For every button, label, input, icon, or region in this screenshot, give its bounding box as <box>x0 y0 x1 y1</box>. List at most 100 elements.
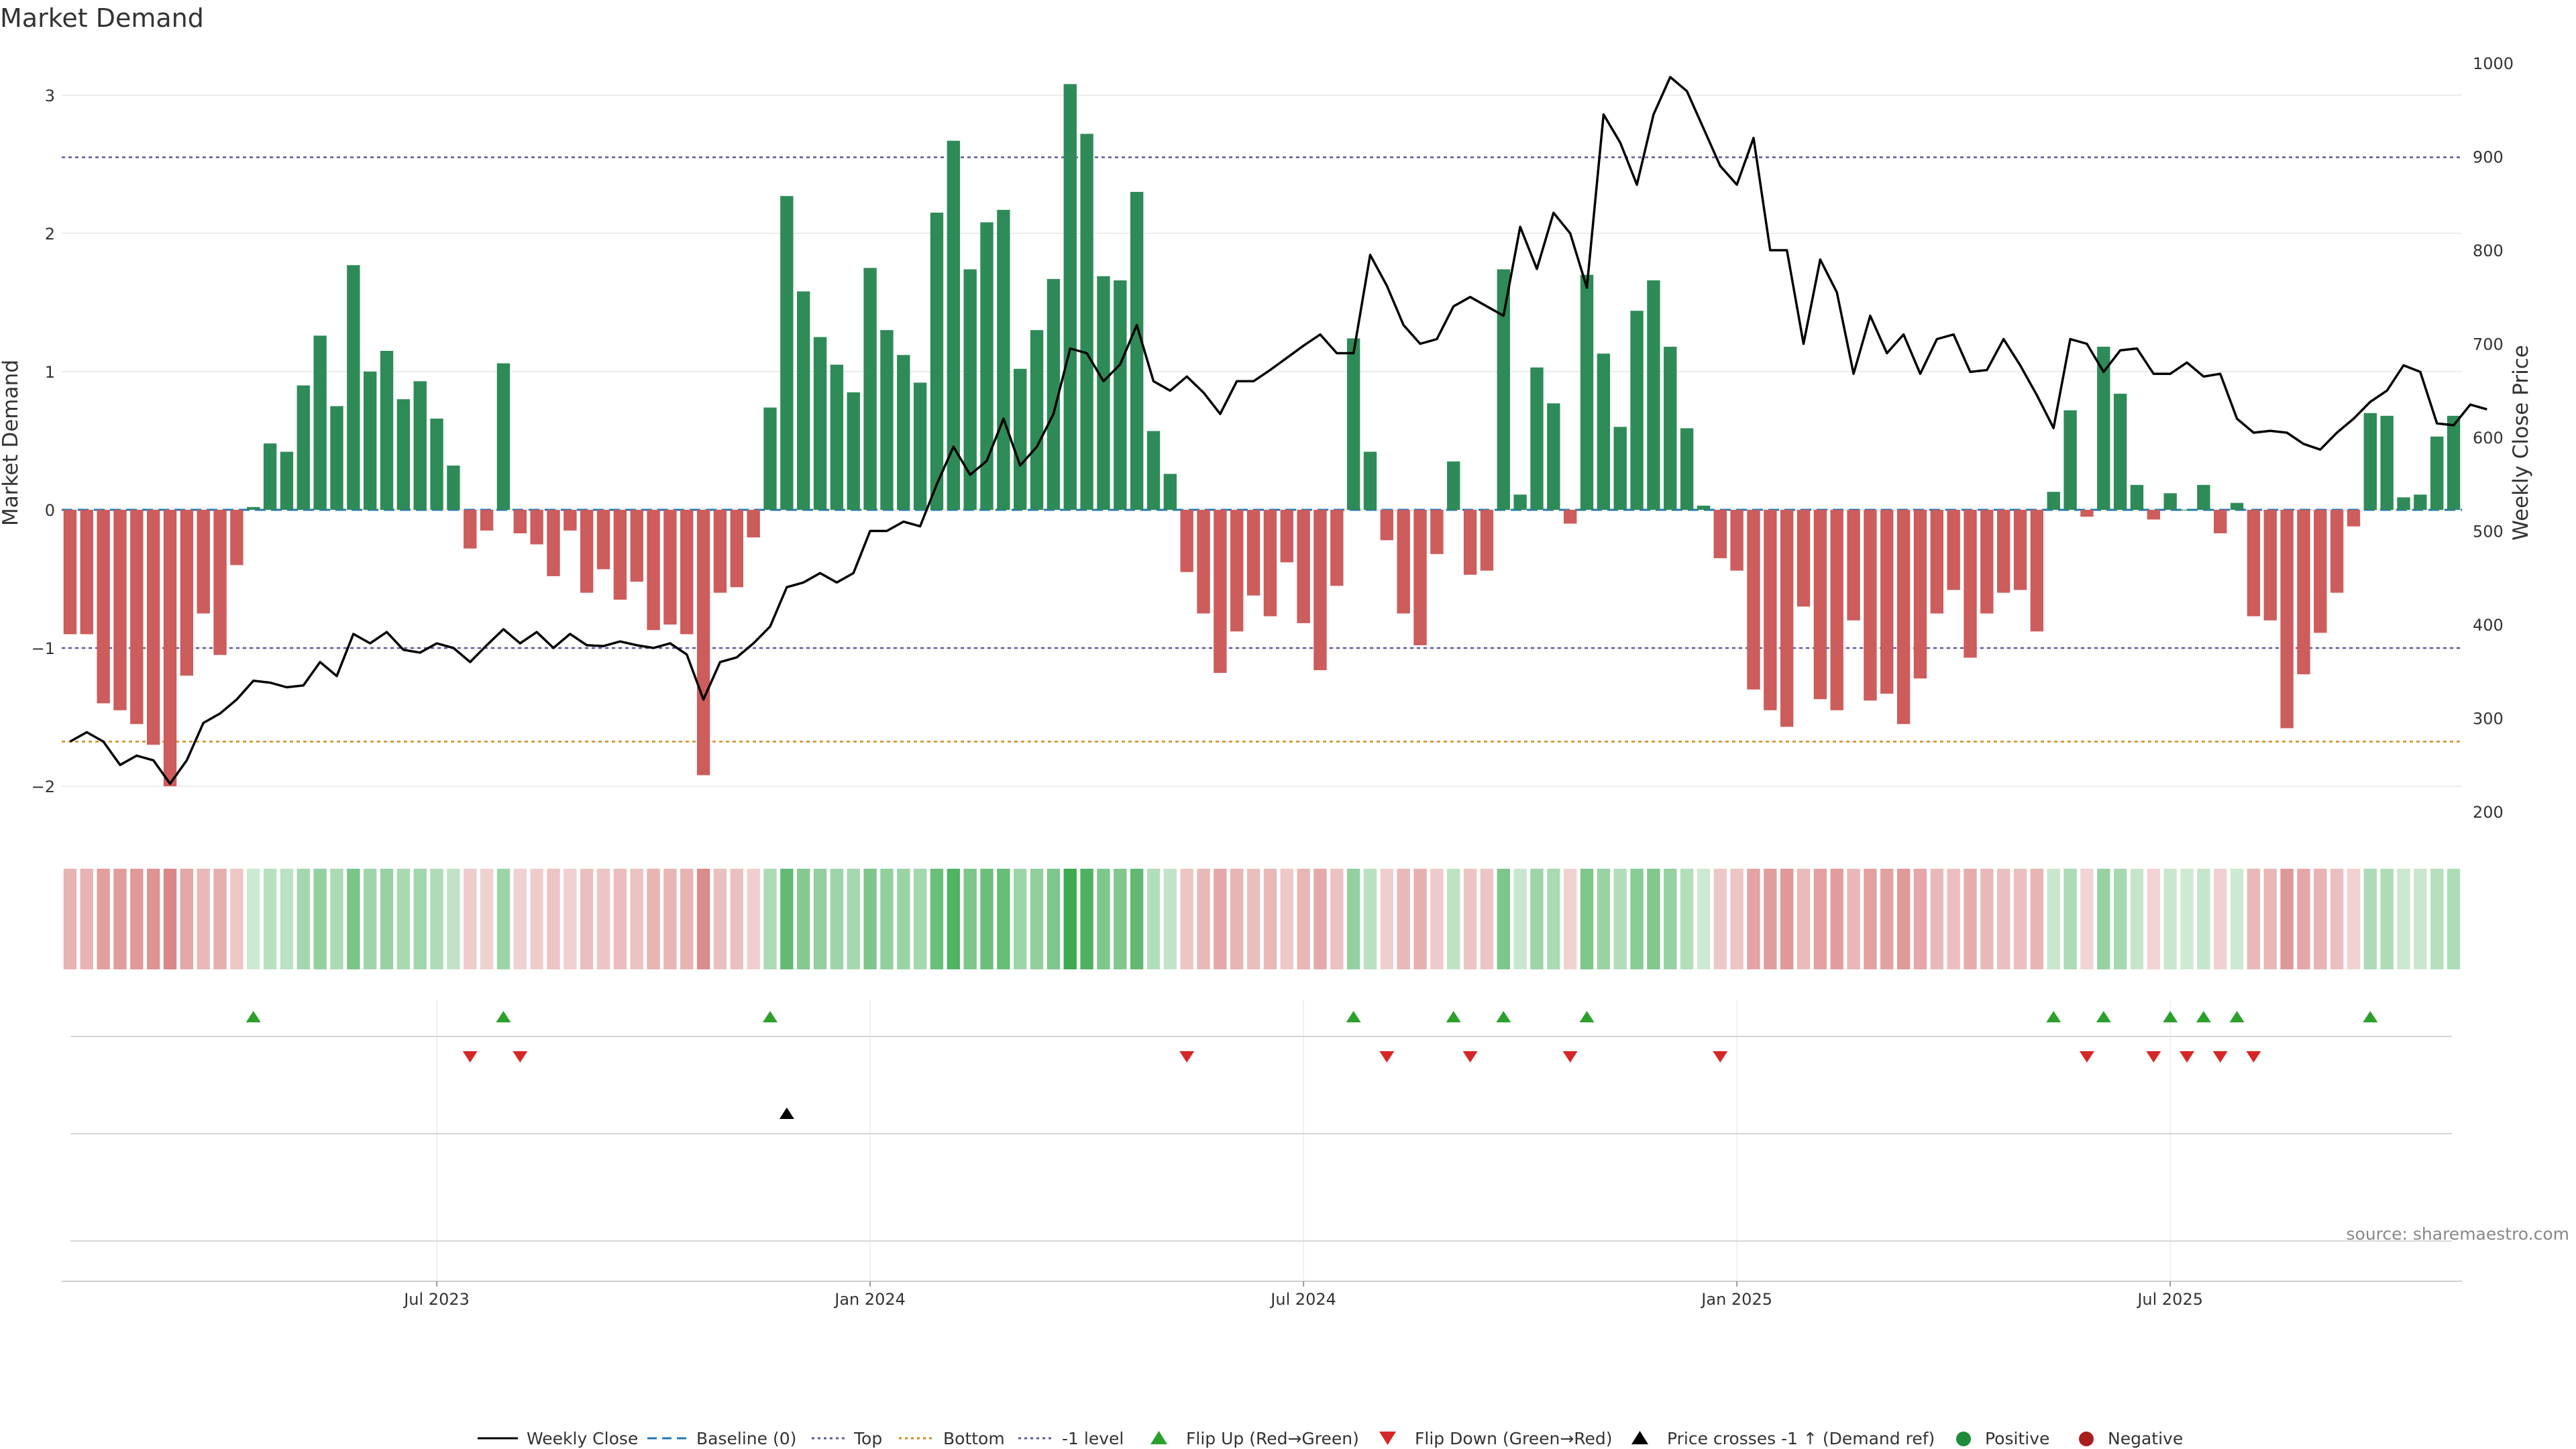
heat-cell <box>1930 869 1944 969</box>
flip-up-marker <box>2046 1011 2061 1022</box>
heat-cell <box>347 869 360 969</box>
heat-cell <box>663 869 677 969</box>
heat-cell <box>2314 869 2327 969</box>
demand-bar <box>2430 436 2444 510</box>
flip-up-marker <box>246 1011 261 1022</box>
legend-price-cross: Price crosses -1 ↑ (Demand ref) <box>1667 1429 1935 1448</box>
heat-cell <box>780 869 794 969</box>
heat-cell <box>863 869 877 969</box>
right-tick-label: 400 <box>2473 616 2504 635</box>
demand-bar <box>1730 509 1743 571</box>
flip-down-marker <box>1179 1051 1195 1063</box>
heat-cell <box>1114 869 1127 969</box>
heat-cell <box>230 869 244 969</box>
heat-cell <box>613 869 627 969</box>
heat-cell <box>2280 869 2294 969</box>
legend-positive: Positive <box>1985 1429 2049 1448</box>
flip-up-marker <box>1496 1011 1511 1022</box>
heat-cell <box>1513 869 1527 969</box>
demand-bar <box>1447 461 1460 510</box>
heat-cell <box>580 869 594 969</box>
demand-bar <box>1030 330 1044 510</box>
demand-bar <box>1530 367 1544 510</box>
heat-cell <box>1947 869 1960 969</box>
heat-cell <box>2230 869 2244 969</box>
heat-cell <box>2180 869 2194 969</box>
heat-cell <box>747 869 760 969</box>
demand-bar <box>1980 509 1994 614</box>
demand-bar <box>1764 509 1777 710</box>
demand-bar <box>763 407 777 510</box>
heat-cell <box>1297 869 1310 969</box>
demand-bar <box>1263 509 1277 616</box>
heat-cell <box>1246 869 1260 969</box>
flip-up-marker <box>1346 1011 1361 1022</box>
heat-cell <box>713 869 727 969</box>
demand-bar <box>1580 274 1594 510</box>
demand-bar <box>1847 509 1860 621</box>
demand-bar <box>780 196 794 510</box>
demand-bar <box>380 351 394 510</box>
demand-bar <box>2047 492 2060 510</box>
demand-bar <box>830 364 844 510</box>
demand-bar <box>2030 509 2044 632</box>
demand-bar <box>1780 509 1794 727</box>
demand-bar <box>280 451 294 510</box>
heat-cell <box>480 869 494 969</box>
legend-flip-up: Flip Up (Red→Green) <box>1186 1429 1359 1448</box>
heat-cell <box>1480 869 1494 969</box>
heat-cell <box>1780 869 1794 969</box>
demand-bar <box>1180 509 1193 572</box>
heat-cell <box>330 869 343 969</box>
demand-bar <box>596 509 610 570</box>
left-tick-label: −1 <box>32 639 55 658</box>
demand-bar <box>396 399 411 510</box>
flip-down-marker <box>2246 1051 2261 1063</box>
heat-cell <box>2063 869 2077 969</box>
demand-bar <box>1747 509 1760 690</box>
heat-cell <box>113 869 127 969</box>
heat-cell <box>2163 869 2177 969</box>
demand-bar <box>813 337 827 510</box>
heat-cell <box>2080 869 2094 969</box>
demand-bar <box>130 509 144 724</box>
demand-bar <box>1297 509 1310 623</box>
demand-bar <box>1480 509 1494 571</box>
heat-cell <box>130 869 144 969</box>
demand-bar <box>480 509 494 531</box>
heat-cell <box>596 869 610 969</box>
x-tick-label: Jan 2024 <box>833 1290 906 1309</box>
demand-bar <box>263 443 277 510</box>
demand-bar <box>1246 509 1260 596</box>
demand-bar <box>1346 338 1360 510</box>
demand-bar <box>63 509 77 635</box>
heat-cell <box>1964 869 1977 969</box>
demand-bar <box>330 406 343 510</box>
legend-bottom: Bottom <box>943 1429 1005 1448</box>
heat-cell <box>1697 869 1711 969</box>
heat-cell <box>180 869 194 969</box>
heat-cell <box>2447 869 2461 969</box>
heat-cell <box>297 869 310 969</box>
flip-up-marker <box>1446 1011 1461 1022</box>
demand-bar <box>97 509 110 704</box>
heat-cell <box>1014 869 1027 969</box>
flip-up-marker <box>2196 1011 2211 1022</box>
heat-cell <box>1146 869 1161 969</box>
flip-down-marker <box>513 1051 528 1063</box>
demand-bar <box>1647 280 1660 510</box>
demand-bar <box>363 371 377 510</box>
demand-bar <box>1513 494 1527 510</box>
heat-cell <box>2430 869 2444 969</box>
left-tick-label: −2 <box>32 777 55 796</box>
right-tick-label: 900 <box>2473 148 2504 166</box>
heat-cell <box>2380 869 2394 969</box>
heat-cell <box>1730 869 1743 969</box>
demand-bar <box>2347 509 2361 527</box>
heat-cell <box>2047 869 2060 969</box>
flip-down-marker <box>2212 1051 2228 1063</box>
heat-cell <box>513 869 527 969</box>
demand-bar <box>2363 413 2377 510</box>
heat-cell <box>963 869 977 969</box>
